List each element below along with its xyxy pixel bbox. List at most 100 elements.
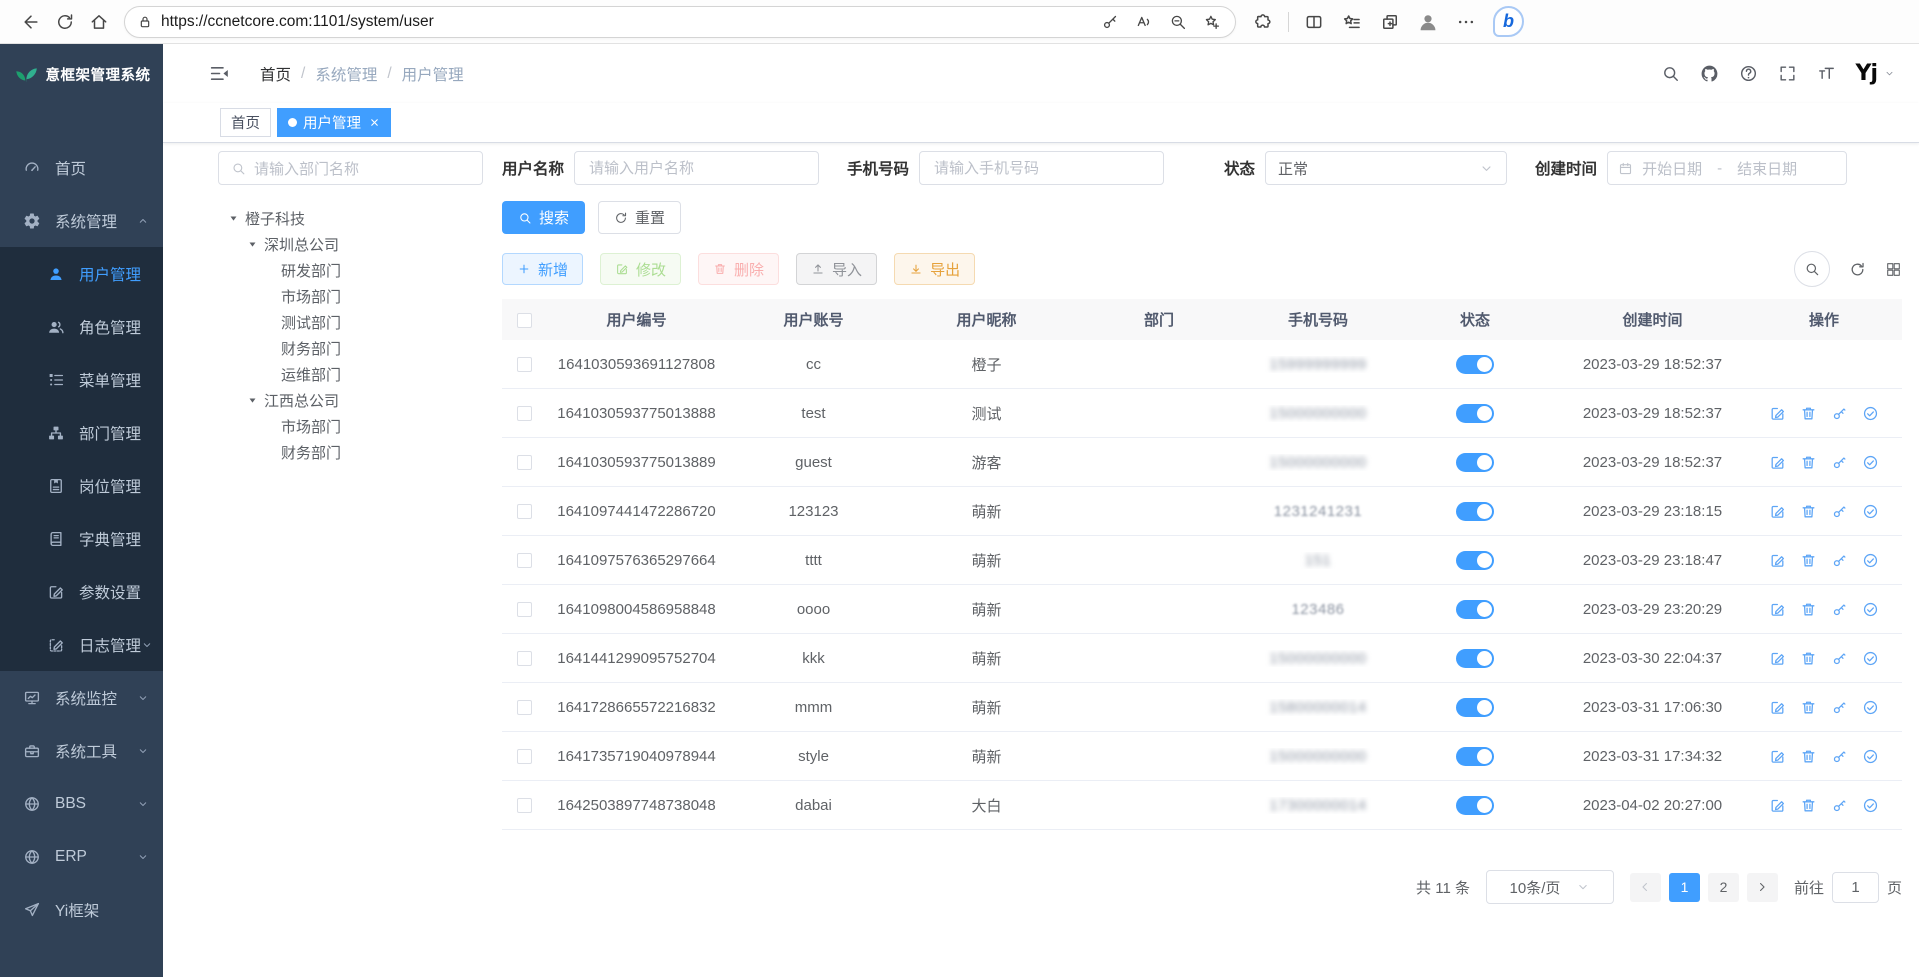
row-edit-icon[interactable]: [1769, 748, 1786, 765]
tree-node[interactable]: 运维部门: [281, 366, 342, 384]
sidebar-item-menu[interactable]: 菜单管理: [0, 353, 163, 406]
row-assign-role-icon[interactable]: [1862, 405, 1879, 422]
status-toggle[interactable]: [1456, 599, 1494, 619]
font-size-icon[interactable]: [1817, 64, 1836, 83]
page-size-select[interactable]: 10条/页: [1485, 870, 1614, 904]
row-assign-role-icon[interactable]: [1862, 699, 1879, 716]
breadcrumb-home[interactable]: 首页: [260, 66, 292, 84]
row-reset-password-icon[interactable]: [1831, 454, 1848, 471]
row-delete-icon[interactable]: [1800, 797, 1817, 814]
reset-button[interactable]: 重置: [598, 201, 682, 234]
select-all-checkbox[interactable]: [516, 312, 532, 328]
page-2-button[interactable]: 2: [1707, 872, 1739, 902]
delete-button[interactable]: 删除: [698, 253, 780, 285]
row-checkbox[interactable]: [516, 553, 532, 569]
sidebar-item-home[interactable]: 首页: [0, 141, 163, 194]
row-edit-icon[interactable]: [1769, 699, 1786, 716]
row-assign-role-icon[interactable]: [1862, 748, 1879, 765]
date-range-picker[interactable]: 开始日期 - 结束日期: [1607, 151, 1848, 185]
add-favorite-icon[interactable]: [1197, 8, 1227, 36]
row-edit-icon[interactable]: [1769, 454, 1786, 471]
header-search-icon[interactable]: [1661, 64, 1680, 83]
sidebar-item-bbs[interactable]: BBS: [0, 777, 163, 830]
zoom-out-icon[interactable]: [1163, 8, 1193, 36]
tree-node[interactable]: 测试部门: [281, 314, 342, 332]
sidebar-item-role[interactable]: 角色管理: [0, 300, 163, 353]
row-edit-icon[interactable]: [1769, 650, 1786, 667]
tree-node[interactable]: 江西总公司: [218, 387, 483, 413]
tab-user-management[interactable]: 用户管理: [277, 108, 391, 137]
status-toggle[interactable]: [1456, 403, 1494, 423]
row-edit-icon[interactable]: [1769, 797, 1786, 814]
row-delete-icon[interactable]: [1800, 699, 1817, 716]
row-delete-icon[interactable]: [1800, 454, 1817, 471]
status-toggle[interactable]: [1456, 697, 1494, 717]
browser-reload-icon[interactable]: [48, 5, 82, 39]
sidebar-item-erp[interactable]: ERP: [0, 830, 163, 883]
split-screen-icon[interactable]: [1297, 5, 1331, 39]
row-checkbox[interactable]: [516, 749, 532, 765]
url-text[interactable]: https://ccnetcore.com:1101/system/user: [161, 12, 434, 30]
row-edit-icon[interactable]: [1769, 405, 1786, 422]
tab-home[interactable]: 首页: [220, 108, 271, 137]
row-delete-icon[interactable]: [1800, 748, 1817, 765]
row-edit-icon[interactable]: [1769, 552, 1786, 569]
sidebar-item-config[interactable]: 参数设置: [0, 565, 163, 618]
row-delete-icon[interactable]: [1800, 405, 1817, 422]
row-delete-icon[interactable]: [1800, 552, 1817, 569]
tree-node[interactable]: 财务部门: [281, 444, 342, 462]
row-reset-password-icon[interactable]: [1831, 552, 1848, 569]
github-icon[interactable]: [1700, 64, 1719, 83]
app-logo[interactable]: 意框架管理系统: [0, 44, 163, 104]
username-input[interactable]: [574, 151, 820, 185]
row-assign-role-icon[interactable]: [1862, 650, 1879, 667]
browser-home-icon[interactable]: [82, 5, 116, 39]
tree-node[interactable]: 橙子科技: [218, 205, 483, 231]
collapse-sidebar-icon[interactable]: [205, 59, 234, 88]
status-toggle[interactable]: [1456, 452, 1494, 472]
extensions-icon[interactable]: [1246, 5, 1280, 39]
tree-node[interactable]: 研发部门: [281, 262, 342, 280]
row-assign-role-icon[interactable]: [1862, 454, 1879, 471]
edit-button[interactable]: 修改: [600, 253, 682, 285]
copilot-icon[interactable]: b: [1493, 6, 1524, 37]
sidebar-item-tools[interactable]: 系统工具: [0, 724, 163, 777]
row-checkbox[interactable]: [516, 602, 532, 618]
row-edit-icon[interactable]: [1769, 503, 1786, 520]
row-checkbox[interactable]: [516, 700, 532, 716]
row-reset-password-icon[interactable]: [1831, 650, 1848, 667]
row-assign-role-icon[interactable]: [1862, 552, 1879, 569]
row-delete-icon[interactable]: [1800, 503, 1817, 520]
row-reset-password-icon[interactable]: [1831, 699, 1848, 716]
row-reset-password-icon[interactable]: [1831, 797, 1848, 814]
row-delete-icon[interactable]: [1800, 601, 1817, 618]
lock-icon[interactable]: [137, 14, 153, 30]
row-edit-icon[interactable]: [1769, 601, 1786, 618]
sidebar-item-post[interactable]: 岗位管理: [0, 459, 163, 512]
search-button[interactable]: 搜索: [502, 201, 586, 234]
user-avatar[interactable]: Yj: [1856, 61, 1895, 86]
status-toggle[interactable]: [1456, 501, 1494, 521]
sidebar-item-dept[interactable]: 部门管理: [0, 406, 163, 459]
status-toggle[interactable]: [1456, 648, 1494, 668]
close-tab-icon[interactable]: [369, 117, 380, 128]
row-reset-password-icon[interactable]: [1831, 503, 1848, 520]
status-toggle[interactable]: [1456, 795, 1494, 815]
row-reset-password-icon[interactable]: [1831, 748, 1848, 765]
prev-page-button[interactable]: [1629, 872, 1661, 902]
tree-node[interactable]: 市场部门: [281, 418, 342, 436]
page-1-button[interactable]: 1: [1668, 872, 1700, 902]
browser-back-icon[interactable]: [14, 5, 48, 39]
row-checkbox[interactable]: [516, 798, 532, 814]
status-select[interactable]: 正常: [1265, 151, 1508, 185]
row-reset-password-icon[interactable]: [1831, 405, 1848, 422]
next-page-button[interactable]: [1746, 872, 1778, 902]
dept-search-input[interactable]: 请输入部门名称: [218, 151, 483, 185]
help-icon[interactable]: [1739, 64, 1758, 83]
tree-node[interactable]: 财务部门: [281, 340, 342, 358]
row-assign-role-icon[interactable]: [1862, 601, 1879, 618]
status-toggle[interactable]: [1456, 354, 1494, 374]
import-button[interactable]: 导入: [796, 253, 878, 285]
table-refresh-icon[interactable]: [1849, 261, 1866, 278]
row-assign-role-icon[interactable]: [1862, 503, 1879, 520]
